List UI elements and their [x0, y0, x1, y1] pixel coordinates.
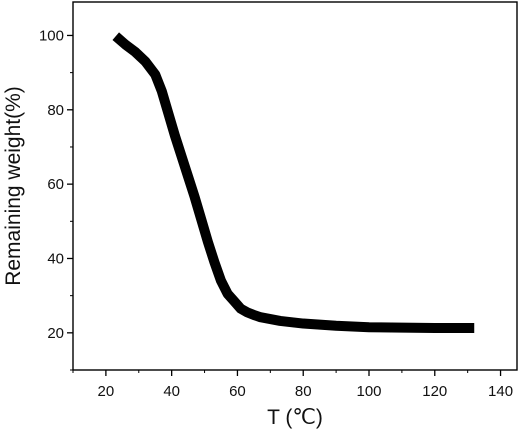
y-tick-label-100: 100 [39, 27, 64, 44]
major-ticks [67, 34, 502, 376]
x-tick-label-60: 60 [229, 383, 246, 400]
y-tick-label-60: 60 [47, 176, 64, 193]
x-tick-label-40: 40 [163, 383, 180, 400]
y-axis-title: Remaining weight(%) [2, 86, 25, 286]
x-axis-title: T (℃) [267, 406, 323, 429]
x-tick-label-80: 80 [295, 383, 312, 400]
series-line-remaining-weight [112, 32, 475, 333]
y-tick-label-80: 80 [47, 102, 64, 119]
x-tick-label-140: 140 [488, 383, 513, 400]
x-tick-label-120: 120 [422, 383, 447, 400]
x-tick-label-100: 100 [356, 383, 381, 400]
y-tick-label-40: 40 [47, 250, 64, 267]
y-tick-label-20: 20 [47, 325, 64, 342]
plot-frame [72, 1, 518, 371]
x-tick-label-20: 20 [98, 383, 115, 400]
tick-labels: 20 40 60 80 100 120 140 20 40 60 80 100 [39, 27, 513, 400]
